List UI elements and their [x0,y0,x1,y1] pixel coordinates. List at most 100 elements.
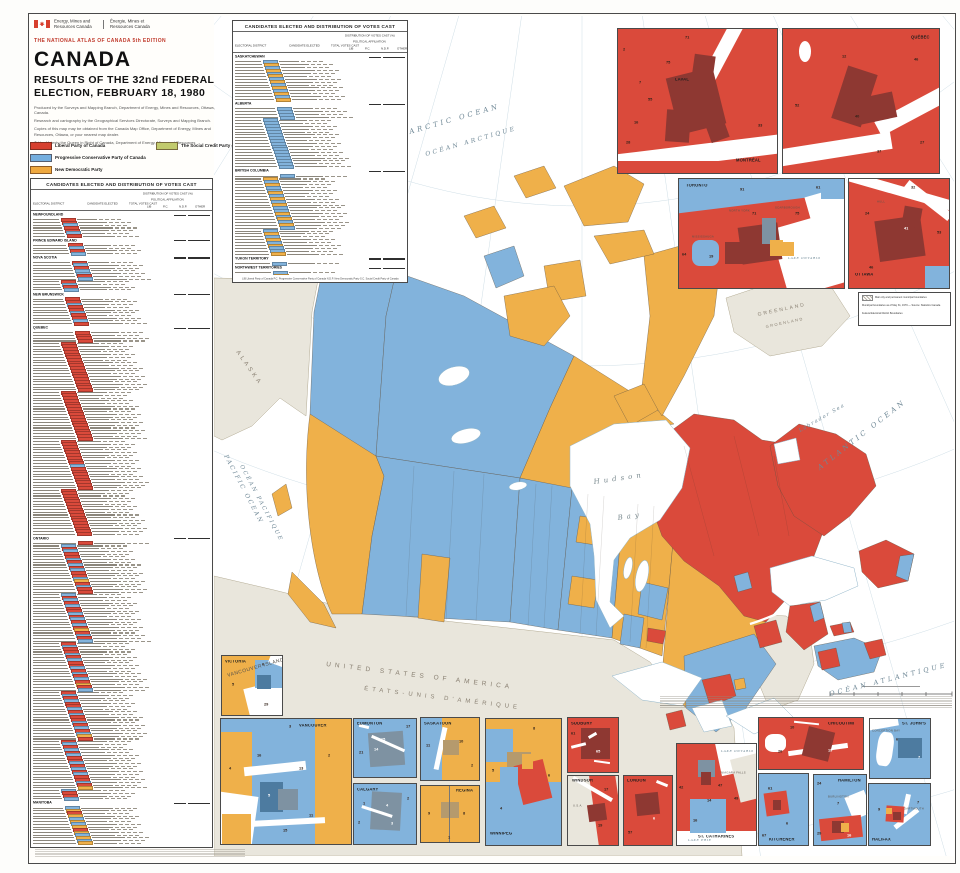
text-bar [92,733,123,735]
text-bar [124,517,129,519]
text-bar [120,367,125,369]
inset-ottawa: 32 24 53 46 41 OTTAWA HULL [848,178,950,289]
text-bar [235,140,268,142]
text-bar [280,181,311,183]
inset-city-label: EDMONTON [357,722,383,727]
text-bar [108,646,113,648]
text-bar [102,646,107,648]
district-party-swatch [77,639,93,644]
text-bar [33,286,61,288]
text-bar [140,484,145,486]
text-bar [85,818,111,820]
text-bar [138,837,143,839]
district-party-swatch [278,164,294,169]
text-bar [326,242,331,244]
district-patch [440,801,460,819]
text-bar [288,87,319,89]
summary-bar [188,802,210,805]
party-name: Liberal Party of Canada [55,143,106,149]
text-bar [85,511,105,513]
text-bar [126,602,131,604]
text-bar [118,548,123,550]
text-bar [33,719,69,721]
text-bar [33,765,68,767]
text-bar [91,583,117,585]
text-bar [87,768,109,770]
text-bar [128,267,133,269]
text-bar [33,506,65,508]
text-bar [328,204,333,206]
text-bar [310,250,315,252]
district-patch [874,731,896,768]
text-bar [87,670,107,672]
text-bar [285,78,317,80]
text-bar [33,530,74,532]
text-bar [322,90,327,92]
province-header-row: ONTARIO [33,535,210,542]
text-bar [322,187,327,189]
text-bar [102,351,107,353]
text-bar [88,422,119,424]
text-bar [89,724,121,726]
text-bar [122,714,127,716]
text-bar [291,154,315,156]
text-bar [126,332,131,334]
text-bar [94,438,123,440]
text-bar [134,629,139,631]
text-bar [318,137,323,139]
text-bar [118,462,123,464]
text-bar [106,343,111,345]
text-bar [116,304,121,306]
district-patch [634,791,660,816]
text-bar [134,267,139,269]
text-bar [116,479,121,481]
text-bar [84,306,105,308]
text-bar [122,479,127,481]
province-name: NEWFOUNDLAND [33,213,64,218]
text-bar [320,108,325,110]
text-bar [136,618,141,620]
text-bar [134,460,139,462]
text-bar [338,114,343,116]
text-bar [33,514,68,516]
text-bar [132,435,137,437]
text-bar [132,525,137,527]
district-party-swatch [77,387,93,392]
text-bar [324,227,329,229]
district-row [33,622,210,627]
text-bar [114,411,119,413]
text-bar [33,394,60,396]
text-bar [118,522,123,524]
text-bar [326,81,331,83]
text-bar [110,798,115,800]
text-bar [116,694,121,697]
text-bar [85,364,109,366]
text-bar [124,468,129,470]
text-bar [118,648,123,650]
text-bar [116,594,121,596]
district-patch [725,242,747,265]
text-bar [110,345,115,347]
text-bar [126,572,131,574]
text-bar [118,457,123,459]
text-bar [83,408,111,410]
text-bar [136,438,141,440]
text-bar [104,654,109,656]
text-bar [33,681,73,683]
text-bar [114,451,119,453]
text-bar [114,807,119,809]
text-bar [102,790,107,792]
text-bar [112,692,117,694]
text-bar [324,67,329,69]
text-bar [235,87,270,89]
text-bar [280,233,305,235]
text-bar [120,771,125,773]
text-bar [33,306,66,308]
text-bar [122,689,127,691]
text-bar [110,359,115,361]
text-bar [33,244,66,246]
district-party-swatch [77,688,93,693]
district-number: 16 [847,833,852,838]
text-bar [122,754,127,756]
text-bar [142,383,147,386]
